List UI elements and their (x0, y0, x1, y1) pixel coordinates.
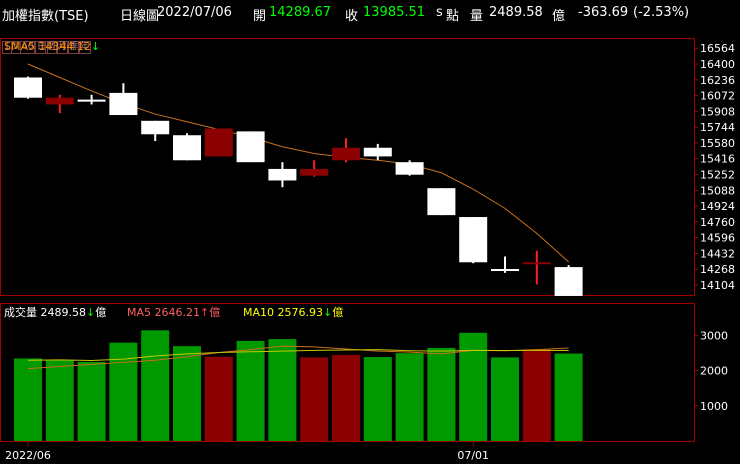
period-tab-quarter[interactable]: 季 (67, 41, 81, 54)
candle-body (300, 168, 329, 176)
candle-body (332, 147, 360, 161)
volume-bar (522, 349, 551, 441)
volume-bar (45, 360, 74, 441)
period-tab-week[interactable]: 週 (45, 41, 59, 54)
volume-bar (395, 353, 424, 441)
price-tick-label: 16400 (700, 58, 735, 71)
volume-bar (332, 354, 360, 441)
price-tick-label: 15088 (700, 184, 735, 197)
volume-label: 量 (470, 9, 484, 24)
volume-bar (14, 358, 42, 441)
sma5-line (27, 63, 569, 263)
price-tick-label: 14596 (700, 232, 735, 245)
candle-body (141, 120, 170, 135)
candle-body (236, 131, 265, 163)
candle-body (554, 267, 583, 296)
close-value: 13985.51 (363, 5, 426, 20)
candle-body (395, 162, 424, 175)
candle-body (522, 262, 551, 265)
period-tab-month[interactable]: 月 (56, 41, 70, 54)
x-axis: 2022/06 07/01 (5, 441, 489, 462)
price-tick-label: 14104 (700, 279, 735, 292)
volume-bar (268, 339, 297, 441)
x-tick-label: 2022/06 (5, 449, 51, 462)
ma10-legend: MA10 2576.93↓億 (243, 306, 343, 319)
volume-bar (491, 357, 519, 441)
sma5-path (27, 63, 569, 263)
candle-body (109, 92, 138, 116)
x-tick-label: 07/01 (457, 449, 489, 462)
price-tick-label: 15744 (700, 121, 735, 134)
price-tick-label: 14432 (700, 247, 735, 260)
price-tick-label: 15416 (700, 153, 735, 166)
candle-body (77, 99, 106, 102)
volume-ma5-path (27, 345, 569, 370)
price-tick-label: 15580 (700, 137, 735, 150)
candle-body (268, 168, 297, 181)
volume-bar (300, 357, 329, 441)
volume-bar (109, 342, 138, 441)
price-change-pct: (-2.53%) (633, 5, 690, 20)
price-tick-label: 15908 (700, 105, 735, 118)
price-panel-frame (0, 38, 695, 296)
price-tick-label: 14924 (700, 200, 735, 213)
price-tick-label: 14268 (700, 263, 735, 276)
volume-bar (427, 347, 456, 441)
volume-tick-label: 3000 (700, 330, 728, 343)
ma5-legend: MA5 2646.21↑億 (127, 306, 220, 319)
volume-ma10-path (27, 349, 569, 362)
volume-legend: 成交量 2489.58↓億 (4, 305, 106, 319)
volume-value: 2489.58 (489, 5, 543, 20)
volume-bar (141, 330, 170, 441)
price-tick-label: 16564 (700, 42, 735, 55)
volume-bar (459, 332, 488, 441)
candle-body (173, 135, 201, 161)
volume-tick-label: 1000 (700, 400, 728, 413)
price-tick-label: 16236 (700, 74, 735, 87)
candle-body (14, 77, 42, 98)
volume-bar (173, 346, 201, 441)
candle-body (363, 147, 392, 157)
open-label: 開 (253, 9, 267, 24)
candle-body (45, 97, 74, 105)
volume-bar (554, 353, 583, 441)
volume-bar (204, 356, 233, 441)
volume-bar (363, 357, 392, 441)
volume-panel-frame (0, 303, 695, 442)
candles[interactable] (14, 76, 583, 296)
candle-body (459, 217, 488, 263)
unit-points: 點 (446, 9, 460, 24)
price-tick-label: 16072 (700, 90, 735, 103)
volume-unit: 億 (552, 9, 566, 24)
price-axis: 16564 16400 16236 16072 15908 15744 15580 15416… (694, 42, 735, 292)
candle-body (491, 269, 519, 272)
volume-bars[interactable] (14, 330, 583, 441)
period-label: 日線圖 (120, 9, 160, 24)
open-value: 14289.67 (269, 5, 332, 20)
price-tick-label: 15252 (700, 169, 735, 182)
chart-header: 加權指數(TSE) 日線圖 2022/07/06 開 14289.67 收 13… (0, 0, 740, 28)
volume-bar (77, 361, 106, 441)
period-tab-day[interactable]: 日 (35, 41, 49, 54)
price-tick-label: 14760 (700, 216, 735, 229)
volume-axis: 3000 2000 1000 (694, 330, 728, 413)
unit-s: s (436, 5, 443, 20)
volume-ma-lines (27, 345, 569, 370)
index-name: 加權指數(TSE) (2, 9, 89, 24)
candle-body (427, 188, 456, 216)
quote-date: 2022/07/06 (157, 5, 232, 20)
sma5-label: SMA5 14344.12↓ (4, 40, 100, 53)
candle-body (204, 128, 233, 157)
price-change: -363.69 (578, 5, 629, 20)
period-tab-60[interactable]: 60 (20, 41, 36, 54)
volume-bar (236, 340, 265, 441)
close-label: 收 (345, 9, 359, 24)
period-tab-year[interactable]: 年 (78, 41, 92, 54)
volume-tick-label: 2000 (700, 365, 728, 378)
